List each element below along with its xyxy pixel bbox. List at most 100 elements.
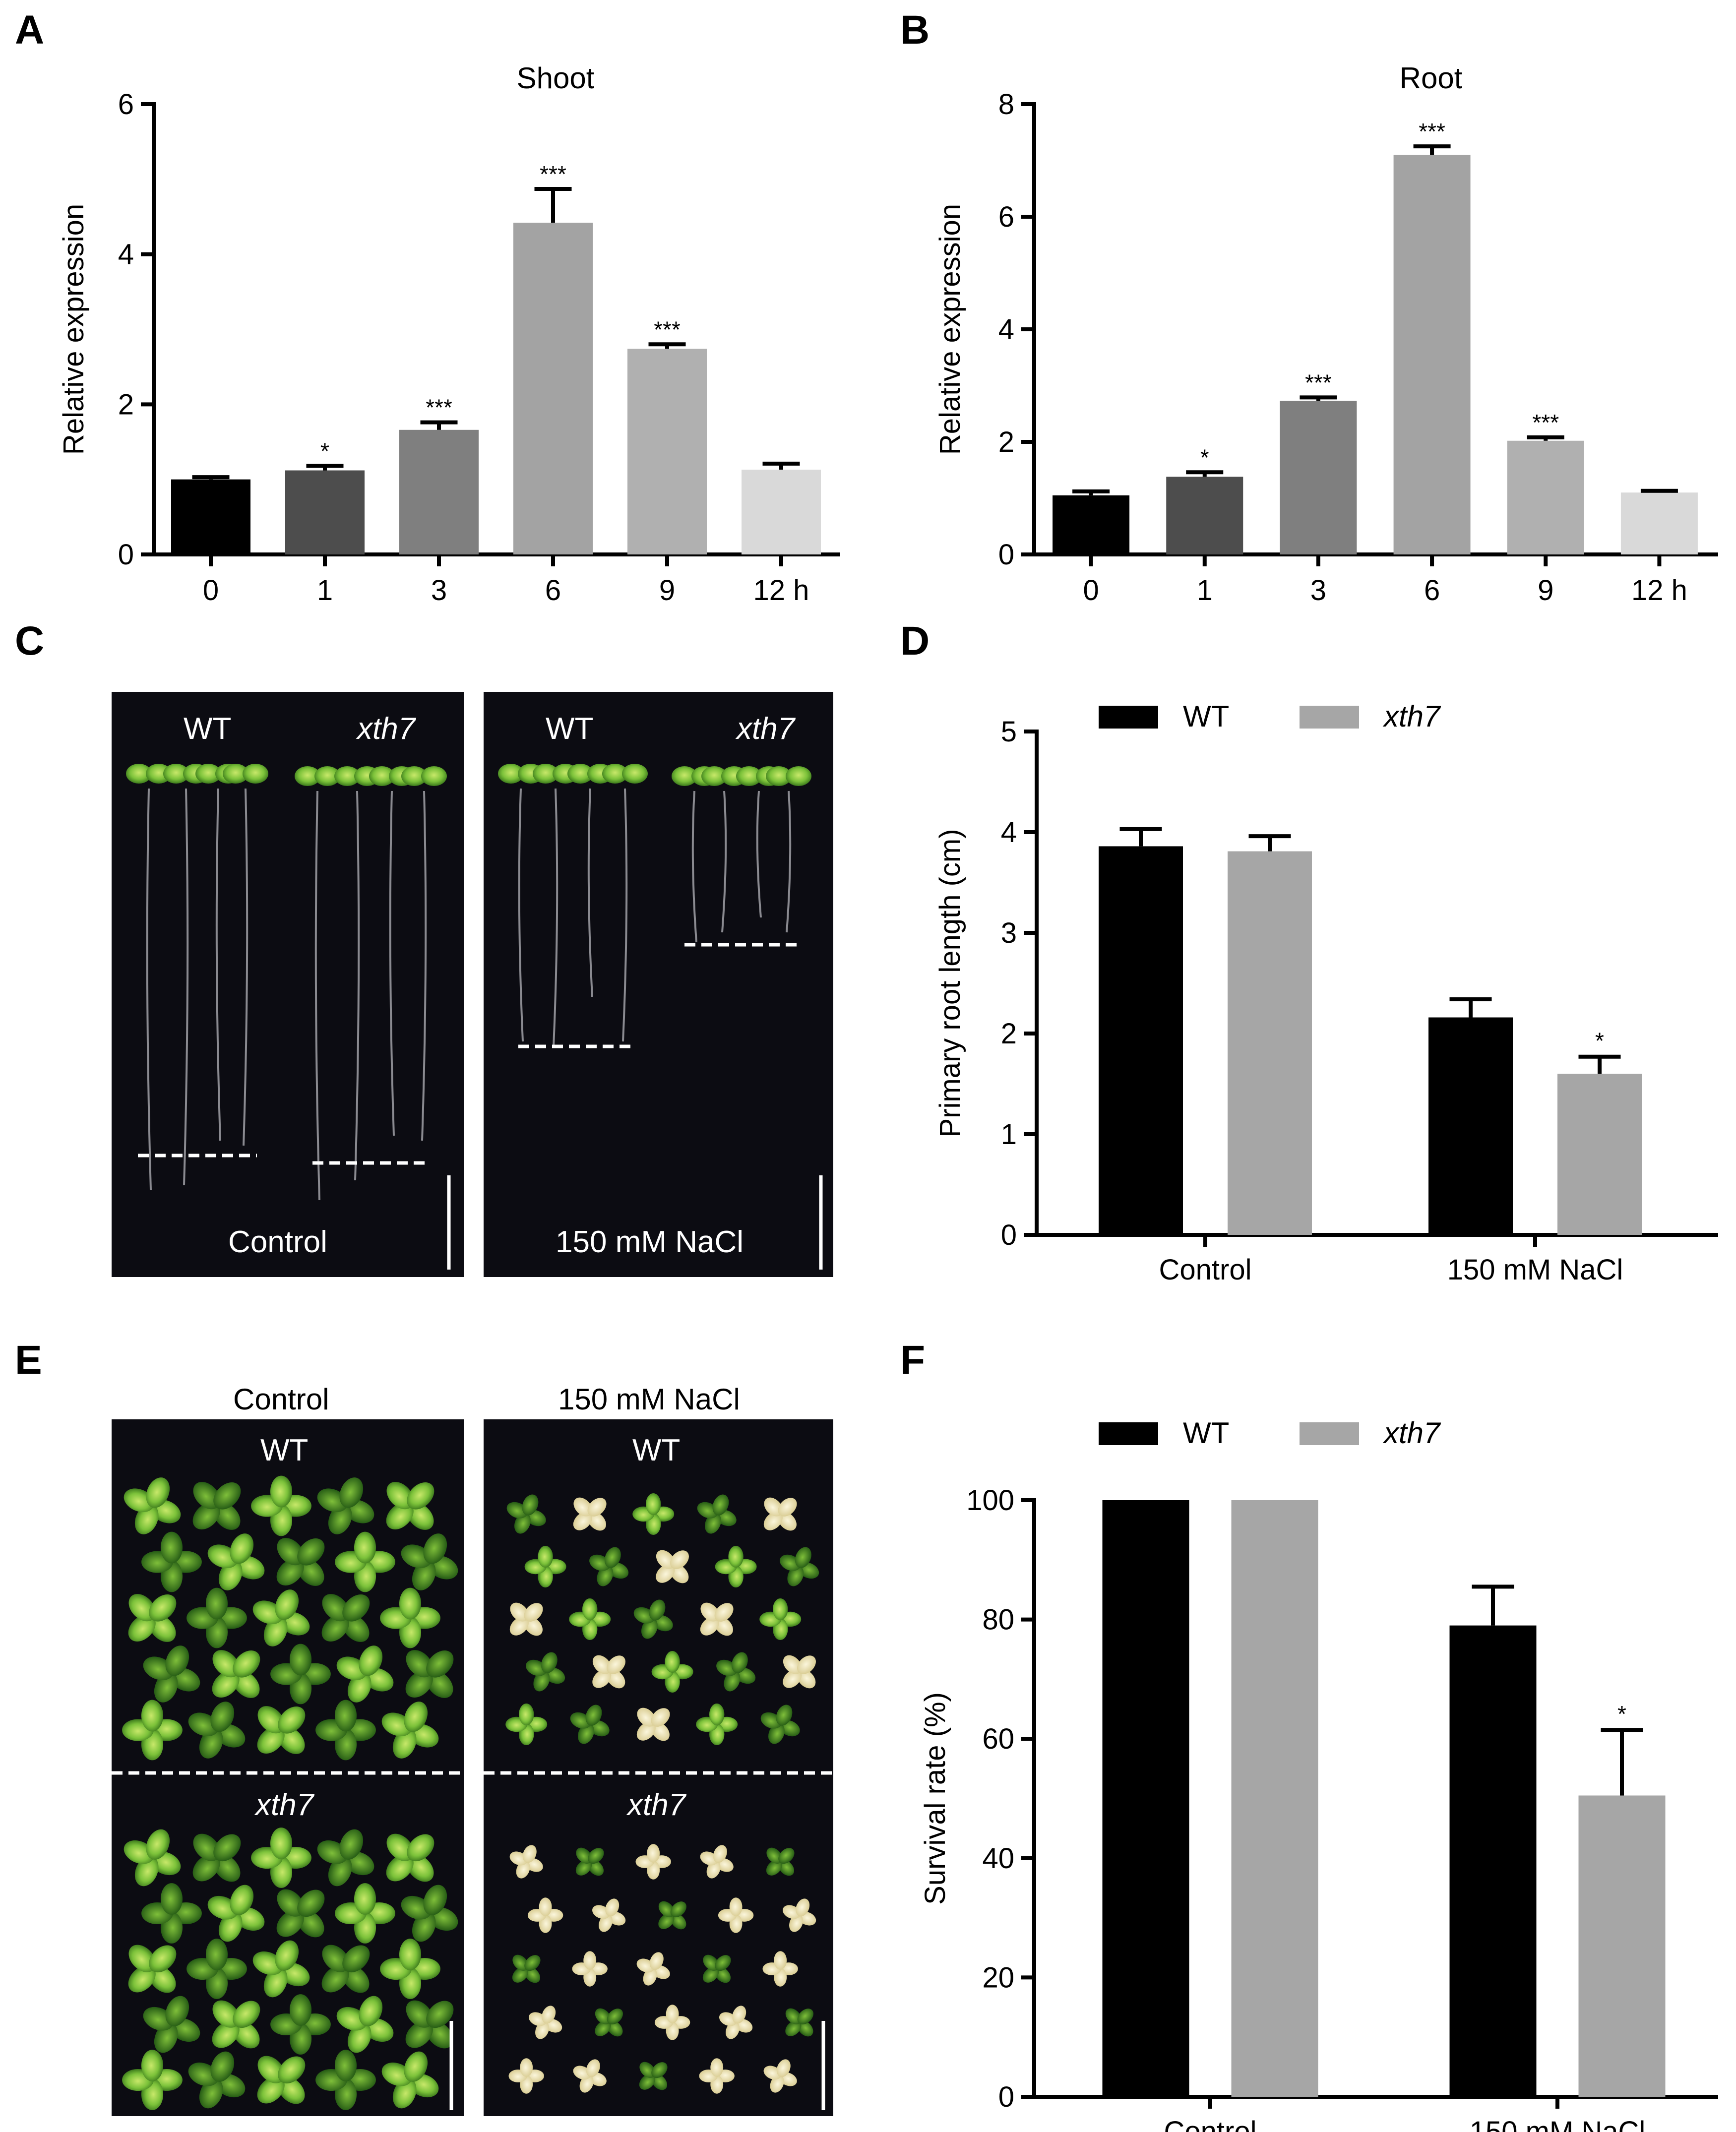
- y-tick-label: 8: [998, 88, 1014, 121]
- legend-label: xth7: [1382, 700, 1441, 733]
- plant-leaf: [275, 1589, 299, 1620]
- plant-leaf: [541, 1652, 558, 1673]
- seedling-leaf: [622, 764, 648, 784]
- plant-leaf: [399, 1587, 422, 1620]
- plant-leaf: [407, 1482, 434, 1510]
- y-tick-label: 20: [982, 1961, 1014, 1994]
- bar: [1507, 440, 1584, 554]
- plant-leaf: [270, 1475, 293, 1508]
- photo-e-salt: WT xth7: [484, 1419, 833, 2116]
- plant-leaf: [399, 1939, 422, 1970]
- plant-leaf: [141, 2050, 164, 2081]
- plant-leaf: [342, 1594, 370, 1622]
- plant-leaf: [522, 1494, 539, 1516]
- plant-leaf: [702, 1966, 719, 1983]
- photo-e-salt-title: 150 mM NaCl: [558, 1383, 740, 1416]
- plant-leaf: [359, 1996, 383, 2026]
- x-tick-label: Control: [1164, 2116, 1257, 2132]
- legend-label: WT: [1183, 1416, 1229, 1450]
- photo-e-control: WT xth7: [112, 1419, 464, 2116]
- bar: [1053, 495, 1130, 554]
- panel-letter-f: F: [900, 1338, 925, 1383]
- plant-leaf: [270, 1827, 293, 1859]
- legend-swatch: [1300, 1422, 1359, 1445]
- plant-leaf: [128, 1594, 156, 1622]
- panel-letter-b: B: [900, 7, 930, 53]
- plant-leaf: [778, 1860, 795, 1876]
- x-tick-label: 1: [317, 574, 333, 607]
- seedling-leaf: [334, 766, 360, 786]
- plant-leaf: [522, 1845, 537, 1863]
- plant-leaf: [512, 1954, 529, 1971]
- plant-leaf: [386, 1833, 414, 1861]
- seedling-leaf: [369, 766, 395, 786]
- plant-leaf: [604, 1547, 621, 1568]
- seedling-root: [721, 791, 727, 933]
- plant-leaf: [524, 1967, 541, 1983]
- chart-title: Shoot: [517, 61, 595, 95]
- seedling-leaf: [314, 766, 340, 786]
- plant-leaf: [783, 1669, 802, 1688]
- y-tick-label: 2: [118, 388, 134, 421]
- y-axis-title: Relative expression: [934, 204, 966, 455]
- plant-leaf: [538, 1546, 553, 1568]
- significance-label: ***: [1305, 369, 1332, 395]
- plant-leaf: [651, 2074, 668, 2090]
- bar: [171, 479, 250, 554]
- plant-leaf: [524, 1603, 543, 1622]
- plant-leaf: [658, 1901, 675, 1917]
- plant-leaf: [405, 1670, 433, 1698]
- plant-leaf: [731, 1652, 748, 1673]
- chart-b-root-expression: 0 2 4 6 8 Relative expression Root 0 * 1 *** 3 *** 6 *…: [934, 61, 1718, 607]
- plant-leaf: [205, 1939, 228, 1970]
- seedling-root: [786, 791, 792, 933]
- y-tick-label: 40: [982, 1842, 1014, 1875]
- plant-leaf: [276, 1909, 304, 1937]
- y-axis-title: Survival rate (%): [919, 1692, 951, 1905]
- x-tick-label: 0: [203, 574, 219, 607]
- plant-leaf: [785, 2008, 802, 2024]
- significance-label: *: [1617, 1701, 1626, 1727]
- plant-leaf: [797, 1669, 816, 1689]
- seedling-root: [587, 788, 593, 997]
- plant-leaf: [339, 1477, 364, 1508]
- bar: [742, 469, 821, 554]
- plant-leaf: [354, 1531, 376, 1564]
- x-tick-label: 3: [431, 574, 447, 607]
- seedling-leaf: [163, 764, 189, 784]
- seedling-root: [622, 788, 628, 1042]
- plant-leaf: [595, 2008, 611, 2024]
- plant-leaf: [592, 1669, 612, 1688]
- significance-label: ***: [654, 316, 681, 342]
- x-tick-label: 9: [659, 574, 675, 607]
- y-tick-label: 2: [998, 426, 1014, 458]
- plant-leaf: [407, 1834, 434, 1862]
- plant-leaf: [586, 2059, 600, 2077]
- seedling-root: [215, 788, 221, 1141]
- y-tick-label: 5: [1001, 716, 1017, 748]
- bar: [1099, 846, 1183, 1235]
- y-tick-label: 0: [998, 2081, 1014, 2113]
- seedling-root: [756, 791, 762, 918]
- plant-leaf: [289, 1644, 312, 1676]
- plant-leaf: [257, 1726, 285, 1754]
- plant-leaf: [339, 1829, 364, 1860]
- plant-leaf: [714, 1617, 733, 1636]
- plant-leaf: [212, 1670, 240, 1698]
- plant-leaf: [406, 2000, 434, 2028]
- plant-leaf: [651, 1722, 670, 1741]
- plant-leaf: [785, 2020, 802, 2036]
- photo-c-salt-background: [484, 692, 833, 1277]
- bar: [513, 223, 593, 554]
- plant-leaf: [776, 1705, 793, 1726]
- y-tick-label: 3: [1001, 917, 1017, 949]
- plant-leaf: [542, 2006, 556, 2024]
- plant-leaf: [607, 2009, 623, 2025]
- y-tick-label: 4: [118, 239, 134, 271]
- seedling-root: [553, 788, 558, 1047]
- bar: [1578, 1795, 1666, 2097]
- y-tick-label: 6: [118, 88, 134, 121]
- plant-leaf: [573, 1497, 593, 1517]
- photo-e-control-mutant-label: xth7: [254, 1788, 315, 1822]
- plant-leaf: [193, 1482, 221, 1510]
